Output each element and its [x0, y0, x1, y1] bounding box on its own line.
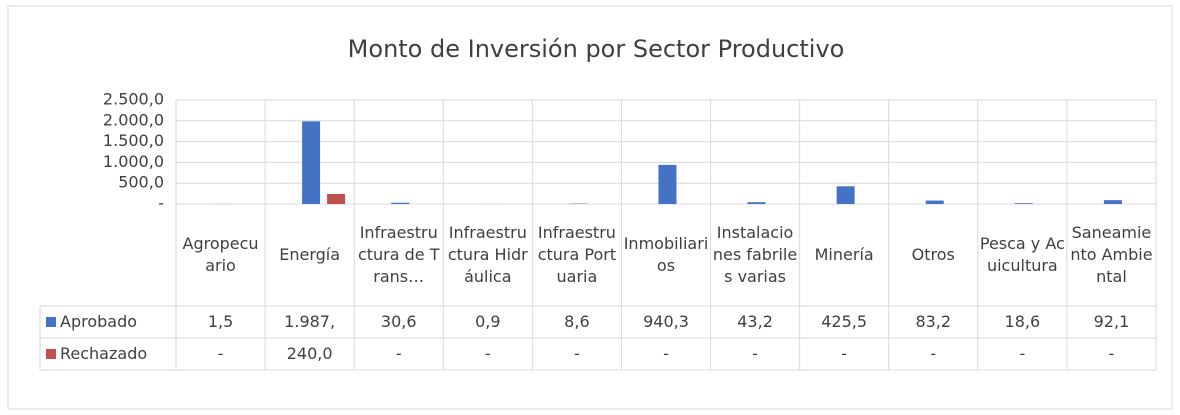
category-label: Saneamiento Ambiental [1070, 223, 1153, 286]
value-label: 0,9 [475, 312, 501, 331]
category-label: Minería [814, 245, 874, 264]
value-label: 240,0 [286, 344, 333, 363]
value-label: - [574, 344, 580, 363]
bar [747, 202, 766, 204]
category-label: Energía [279, 245, 341, 264]
value-label: - [752, 344, 758, 363]
value-label: - [217, 344, 224, 363]
legend-key [46, 349, 56, 359]
value-label: 425,5 [821, 312, 868, 331]
value-label: 8,6 [564, 312, 590, 331]
bar [1103, 200, 1122, 204]
value-label: - [930, 344, 937, 363]
category-label: Instalaciones fabriles varias [712, 223, 798, 286]
legend-entry: Rechazado [60, 344, 148, 363]
legend-entry: Aprobado [60, 312, 138, 331]
value-label: 1.987, [284, 312, 336, 331]
value-label: - [841, 344, 848, 363]
value-label: 92,1 [1093, 312, 1130, 331]
value-label: - [484, 344, 491, 363]
bar [391, 202, 410, 204]
value-label: 18,6 [1004, 312, 1041, 331]
value-label: - [1019, 344, 1026, 363]
chart-title: Monto de Inversión por Sector Productivo [348, 35, 845, 63]
y-tick-label: 2.500,0 [103, 90, 164, 109]
value-label: 30,6 [380, 312, 417, 331]
y-tick-label: - [158, 194, 164, 213]
bar [658, 164, 677, 204]
value-label: 1,5 [207, 312, 234, 331]
y-tick-label: 2.000,0 [103, 110, 164, 129]
bar [836, 186, 855, 204]
y-tick-label: 1.000,0 [103, 152, 164, 171]
value-label: - [395, 344, 402, 363]
y-tick-label: 1.500,0 [103, 131, 164, 150]
value-label: 83,2 [915, 312, 952, 331]
value-label: - [663, 344, 669, 363]
category-label: Infraestructura Portuaria [537, 223, 617, 286]
category-label: Pesca y Acuicultura [979, 234, 1065, 275]
value-label: 43,2 [737, 312, 773, 331]
category-label: Infraestructura Hidráulica [447, 223, 528, 286]
value-label: 940,3 [643, 312, 689, 331]
bar [302, 121, 321, 204]
category-label: Agropecuario [182, 234, 259, 275]
legend-key [46, 317, 56, 327]
category-label: Infraestructura de Trans… [357, 223, 440, 286]
bar [327, 194, 346, 204]
value-label: - [1108, 344, 1115, 363]
category-label: Otros [911, 245, 955, 264]
bar [1014, 203, 1033, 204]
bar [925, 200, 944, 204]
category-label: Inmobiliarios [623, 234, 709, 275]
y-tick-label: 500,0 [118, 173, 164, 192]
